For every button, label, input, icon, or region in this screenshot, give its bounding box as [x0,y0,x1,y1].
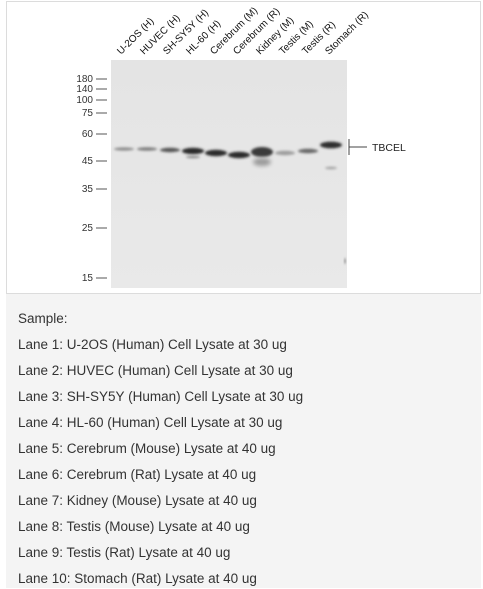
western-blot-figure: U-2OS (H) HUVEC (H) SH-SY5Y (H) HL-60 (H… [76,5,406,288]
lane-description: Lane 6: Cerebrum (Rat) Lysate at 40 ug [18,467,257,482]
band [344,258,346,264]
band [182,147,204,155]
lane-description: Lane 5: Cerebrum (Mouse) Lysate at 40 ug [18,441,276,456]
band-label: TBCEL [372,142,406,154]
blot-membrane [111,60,347,288]
marker-ladder: 180 140 100 75 60 45 35 25 15 [76,74,107,284]
band [275,150,295,156]
band [114,147,134,151]
marker-label: 35 [82,184,94,195]
lane-description: Lane 2: HUVEC (Human) Cell Lysate at 30 … [18,363,293,378]
marker-label: 180 [76,74,93,85]
blot-bands [114,141,346,264]
band [320,141,342,149]
band [186,155,200,159]
sample-caption: Sample: Lane 1: U-2OS (Human) Cell Lysat… [6,294,481,588]
lane-description: Lane 9: Testis (Rat) Lysate at 40 ug [18,545,231,560]
band [325,166,337,170]
band [228,151,250,159]
marker-label: 15 [82,273,94,284]
lane-description: Lane 7: Kidney (Mouse) Lysate at 40 ug [18,493,257,508]
blot-figure-frame: U-2OS (H) HUVEC (H) SH-SY5Y (H) HL-60 (H… [6,1,481,294]
lane-description: Lane 3: SH-SY5Y (Human) Cell Lysate at 3… [18,389,304,404]
marker-label: 60 [82,129,94,140]
marker-label: 75 [82,108,94,119]
band-bracket [348,139,367,155]
marker-label: 25 [82,223,94,234]
marker-label: 140 [76,84,93,95]
band [251,147,273,157]
band [137,147,157,151]
marker-label: 100 [76,95,93,106]
band [298,148,318,154]
band [160,147,180,153]
band [253,158,271,166]
lane-description: Lane 4: HL-60 (Human) Cell Lysate at 30 … [18,415,283,430]
lane-description: Lane 8: Testis (Mouse) Lysate at 40 ug [18,519,250,534]
lane-description: Lane 1: U-2OS (Human) Cell Lysate at 30 … [18,337,287,352]
lane-description: Lane 10: Stomach (Rat) Lysate at 40 ug [18,571,257,586]
marker-label: 45 [82,156,94,167]
band [205,149,227,157]
caption-heading: Sample: [18,311,68,326]
